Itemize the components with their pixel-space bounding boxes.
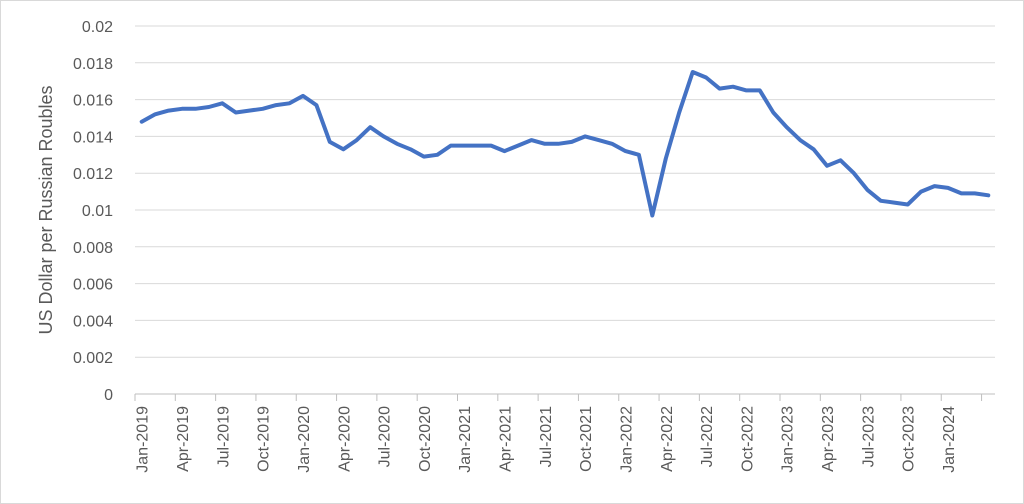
x-tick-label: Jul-2021 (538, 406, 555, 467)
y-axis-title: US Dollar per Russian Roubles (36, 85, 56, 334)
x-tick-label: Apr-2019 (175, 406, 192, 472)
x-tick-label: Jan-2024 (941, 406, 958, 473)
y-axis-tick-labels: 0 0.002 0.004 0.006 0.008 0.01 0.012 0.014 0.016… (73, 19, 113, 404)
x-tick-label: Oct-2021 (578, 406, 595, 472)
x-tick-label: Jul-2019 (215, 406, 232, 467)
x-tick-label: Oct-2020 (417, 406, 434, 472)
y-tick-label: 0.006 (73, 277, 113, 294)
x-tick-label: Jul-2020 (377, 406, 394, 467)
x-tick-label: Jan-2022 (618, 406, 635, 473)
y-tick-label: 0.004 (73, 313, 113, 330)
y-tick-label: 0.002 (73, 350, 113, 367)
y-tick-label: 0 (104, 387, 113, 404)
gridlines (135, 25, 995, 358)
x-tick-label: Oct-2023 (901, 406, 918, 472)
x-tick-label: Jan-2021 (457, 406, 474, 473)
x-tick-label: Jul-2022 (699, 406, 716, 467)
x-axis: Jan-2019 Apr-2019 Jul-2019 Oct-2019 Jan-2020… (134, 393, 995, 473)
x-tick-label: Apr-2022 (659, 406, 676, 472)
y-tick-label: 0.016 (73, 93, 113, 110)
x-tick-label: Oct-2022 (739, 406, 756, 472)
y-tick-label: 0.018 (73, 56, 113, 73)
series-group (139, 70, 991, 218)
x-tick-label: Jan-2020 (296, 406, 313, 473)
x-tick-label: Jan-2019 (135, 406, 152, 473)
x-tick-label: Jan-2023 (780, 406, 797, 473)
y-tick-label: 0.014 (73, 129, 113, 146)
y-tick-label: 0.01 (82, 203, 113, 220)
x-tick-label: Oct-2019 (256, 406, 273, 472)
y-tick-label: 0.02 (82, 19, 113, 36)
x-tick-label: Apr-2021 (498, 406, 515, 472)
series-line (139, 70, 991, 218)
y-tick-label: 0.012 (73, 166, 113, 183)
x-tick-label: Jul-2023 (860, 406, 877, 467)
x-tick-label: Apr-2023 (820, 406, 837, 472)
x-tick-label: Apr-2020 (336, 406, 353, 472)
y-tick-label: 0.008 (73, 240, 113, 257)
